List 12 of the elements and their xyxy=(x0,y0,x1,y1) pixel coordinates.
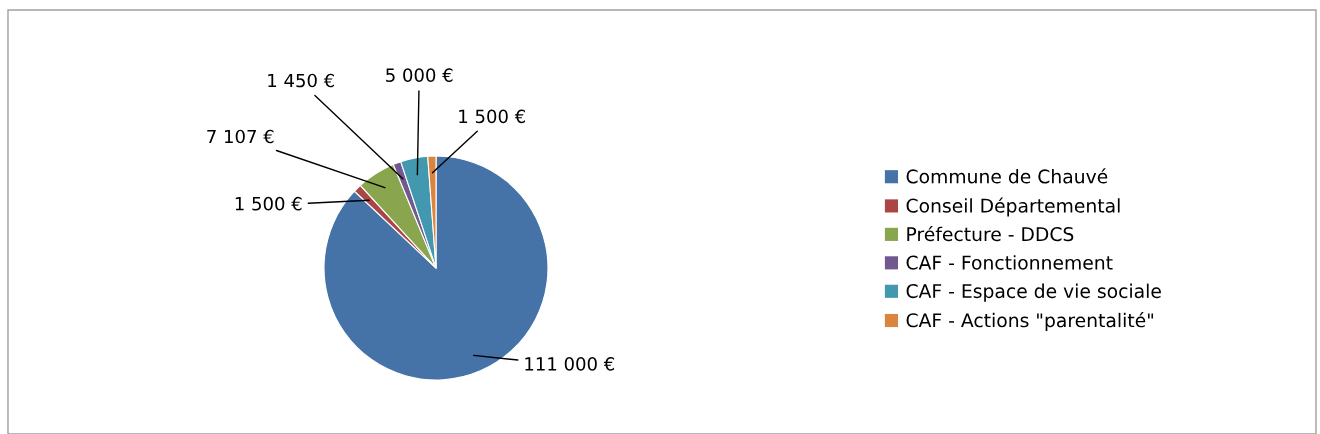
legend-label: CAF - Fonctionnement xyxy=(906,255,1113,270)
data-label: 1 500 € xyxy=(459,109,525,124)
legend-label: Commune de Chauvé xyxy=(906,168,1108,184)
data-label: 7 107 € xyxy=(207,129,274,144)
legend-label: CAF - Espace de vie sociale xyxy=(906,283,1161,302)
data-label: 111 000 € xyxy=(525,357,615,371)
data-label: 5 000 € xyxy=(386,68,453,82)
legend-label: Préfecture - DDCS xyxy=(907,225,1074,242)
data-label: 1 500 € xyxy=(235,196,302,211)
data-label: 1 450 € xyxy=(268,73,334,88)
legend-label: CAF - Actions "parentalité" xyxy=(906,312,1154,331)
legend-label: Conseil Départemental xyxy=(906,197,1120,217)
